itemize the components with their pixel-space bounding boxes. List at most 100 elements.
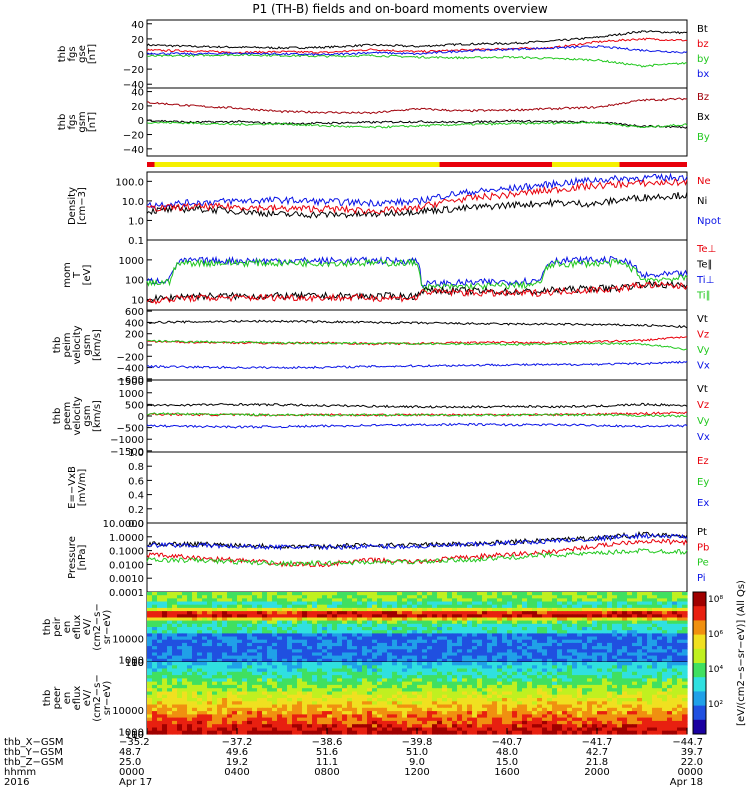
spectrogram-cell (182, 623, 188, 628)
spectrogram-cell (582, 730, 588, 735)
spectrogram-cell (607, 614, 613, 619)
spectrogram-cell (192, 724, 198, 729)
spectrogram-cell (347, 620, 353, 625)
spectrogram-cell (237, 662, 243, 666)
spectrogram-cell (287, 668, 293, 673)
spectrogram-cell (487, 649, 493, 654)
spectrogram-cell (277, 642, 283, 647)
spectrogram-cell (387, 642, 393, 647)
spectrogram-cell (587, 707, 593, 712)
spectrogram-cell (197, 636, 203, 641)
spectrogram-cell (152, 694, 158, 699)
spectrogram-cell (592, 727, 598, 732)
spectrogram-cell (277, 614, 283, 619)
spectrogram-cell (297, 678, 303, 683)
spectrogram-cell (512, 717, 518, 722)
spectrogram-cell (382, 642, 388, 647)
spectrogram-cell (552, 684, 558, 689)
spectrogram-cell (422, 688, 428, 693)
spectrogram-cell (422, 592, 428, 596)
spectrogram-cell (277, 639, 283, 644)
spectrogram-cell (642, 671, 648, 676)
spectrogram-cell (452, 620, 458, 625)
spectrogram-cell (312, 671, 318, 676)
spectrogram-cell (342, 678, 348, 683)
spectrogram-cell (637, 620, 643, 625)
x-tick-label: 49.6 (226, 747, 248, 758)
spectrogram-cell (347, 592, 353, 596)
spectrogram-cell (327, 595, 333, 599)
spectrogram-cell (342, 617, 348, 622)
spectrogram-cell (247, 730, 253, 735)
spectrogram-cell (262, 611, 268, 615)
spectrogram-cell (487, 614, 493, 619)
spectrogram-cell (427, 636, 433, 641)
spectrogram-cell (417, 671, 423, 676)
spectrogram-cell (417, 649, 423, 654)
spectrogram-cell (457, 724, 463, 729)
spectrogram-cell (357, 714, 363, 719)
spectrogram-cell (217, 617, 223, 622)
spectrogram-cell (252, 649, 258, 654)
spectrogram-cell (592, 623, 598, 628)
spectrogram-cell (682, 627, 688, 631)
spectrogram-cell (177, 730, 183, 735)
spectrogram-cell (387, 595, 393, 599)
spectrogram-cell (507, 652, 513, 657)
spectrogram-cell (327, 704, 333, 709)
spectrogram-cell (487, 620, 493, 625)
spectrogram-cell (442, 668, 448, 673)
spectrogram-cell (172, 623, 178, 628)
spectrogram-cell (432, 620, 438, 625)
spectrogram-cell (637, 678, 643, 683)
spectrogram-cell (627, 694, 633, 699)
spectrogram-cell (372, 662, 378, 666)
spectrogram-cell (322, 642, 328, 647)
spectrogram-cell (287, 604, 293, 609)
spectrogram-cell (597, 611, 603, 615)
spectrogram-cell (237, 646, 243, 650)
spectrogram-cell (587, 604, 593, 609)
spectrogram-cell (287, 730, 293, 735)
spectrogram-cell (597, 642, 603, 647)
spectrogram-cell (542, 655, 548, 660)
spectrogram-cell (287, 598, 293, 603)
spectrogram-cell (682, 724, 688, 729)
spectrogram-cell (427, 655, 433, 660)
spectrogram-cell (502, 707, 508, 712)
spectrogram-cell (407, 668, 413, 673)
spectrogram-cell (202, 665, 208, 670)
spectrogram-cell (307, 720, 313, 725)
spectrogram-cell (492, 694, 498, 699)
spectrogram-cell (472, 646, 478, 650)
spectrogram-cell (252, 620, 258, 625)
spectrogram-cell (272, 714, 278, 719)
spectrogram-cell (572, 604, 578, 609)
spectrogram-cell (297, 655, 303, 660)
spectrogram-cell (642, 730, 648, 735)
spectrogram-cell (622, 684, 628, 689)
spectrogram-cell (507, 595, 513, 599)
spectrogram-cell (397, 701, 403, 706)
spectrogram-cell (532, 698, 538, 702)
spectrogram-cell (497, 655, 503, 660)
spectrogram-cell (532, 620, 538, 625)
spectrogram-cell (152, 627, 158, 631)
legend-label: Vx (697, 432, 710, 443)
spectrogram-cell (637, 724, 643, 729)
spectrogram-cell (242, 652, 248, 657)
spectrogram-cell (392, 604, 398, 609)
spectrogram-cell (517, 617, 523, 622)
spectrogram-cell (477, 717, 483, 722)
spectrogram-cell (612, 720, 618, 725)
spectrogram-cell (582, 665, 588, 670)
spectrogram-cell (397, 681, 403, 686)
spectrogram-cell (387, 668, 393, 673)
spectrogram-cell (477, 598, 483, 603)
spectrogram-cell (337, 671, 343, 676)
spectrogram-cell (582, 598, 588, 603)
spectrogram-cell (607, 707, 613, 712)
spectrogram-cell (212, 724, 218, 729)
spectrogram-cell (257, 727, 263, 732)
spectrogram-cell (302, 720, 308, 725)
